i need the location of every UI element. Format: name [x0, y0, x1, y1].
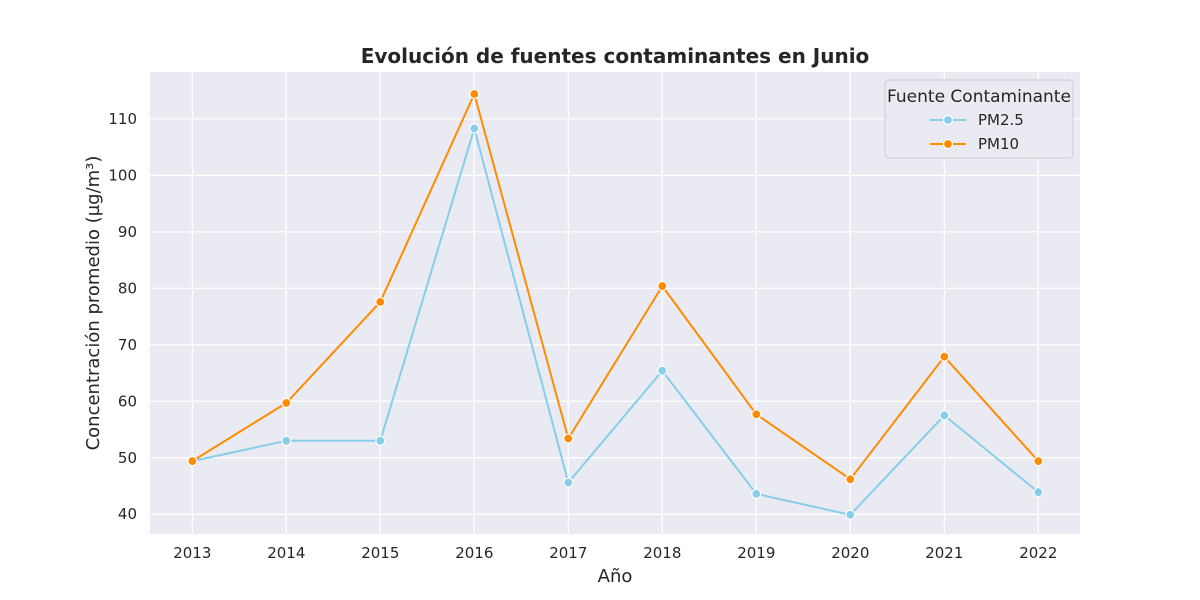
- legend-box: [884, 79, 1074, 159]
- series-line-pm25: [192, 127, 1039, 516]
- data-point-pm10: [187, 456, 198, 467]
- x-tick-label: 2021: [925, 544, 963, 562]
- data-point-pm10: [939, 351, 950, 362]
- data-point-pm25: [563, 477, 574, 488]
- x-tick-label: 2015: [361, 544, 399, 562]
- data-point-pm25: [845, 509, 856, 520]
- legend-label-pm10: PM10: [978, 135, 1019, 153]
- data-point-pm10: [845, 474, 856, 485]
- data-point-pm25: [1033, 487, 1044, 498]
- legend-marker-pm10: [942, 138, 954, 150]
- data-point-pm10: [657, 280, 668, 292]
- y-tick-label: 50: [118, 449, 137, 467]
- y-tick-label: 70: [118, 336, 137, 354]
- series-layer: [187, 88, 1044, 520]
- data-point-pm25: [469, 123, 480, 134]
- data-point-pm10: [563, 433, 574, 444]
- x-tick-label: 2016: [455, 544, 493, 562]
- data-point-pm10: [281, 397, 292, 409]
- y-tick-label: 40: [118, 505, 137, 523]
- tick-labels: 2013 2014 2015 2016 2017 2018 2019 2020 2021 2022…: [108, 110, 1057, 562]
- y-tick-label: 100: [108, 166, 137, 184]
- data-point-pm25: [281, 435, 292, 446]
- y-tick-label: 60: [118, 392, 137, 410]
- data-point-pm25: [657, 365, 668, 376]
- x-tick-label: 2022: [1019, 544, 1057, 562]
- x-tick-label: 2020: [831, 544, 869, 562]
- series-line-pm10: [191, 93, 1040, 481]
- x-tick-label: 2014: [267, 544, 305, 562]
- x-tick-label: 2017: [549, 544, 587, 562]
- data-point-pm10: [375, 296, 386, 307]
- legend-title: Fuente Contaminante: [887, 87, 1071, 107]
- legend-marker-pm25: [942, 114, 954, 126]
- y-tick-label: 80: [118, 279, 137, 297]
- x-tick-label: 2013: [173, 544, 211, 562]
- data-point-pm10: [751, 409, 762, 420]
- x-axis-label: Año: [598, 566, 633, 587]
- y-axis-label: Concentración promedio (µg/m³): [83, 156, 104, 451]
- chart-title: Evolución de fuentes contaminantes en Ju…: [361, 44, 870, 68]
- data-point-pm25: [375, 435, 386, 446]
- legend-label-pm25: PM2.5: [978, 111, 1024, 129]
- legend: Fuente Contaminante PM2.5 PM10: [884, 79, 1074, 159]
- y-tick-label: 110: [108, 110, 137, 128]
- x-tick-label: 2019: [737, 544, 775, 562]
- y-tick-label: 90: [118, 223, 137, 241]
- data-point-pm10: [1033, 456, 1044, 467]
- data-point-pm10: [469, 88, 480, 100]
- x-tick-label: 2018: [643, 544, 681, 562]
- data-point-pm25: [939, 410, 950, 421]
- data-point-pm25: [751, 488, 762, 499]
- legend-entries: PM2.5 PM10: [930, 111, 1024, 153]
